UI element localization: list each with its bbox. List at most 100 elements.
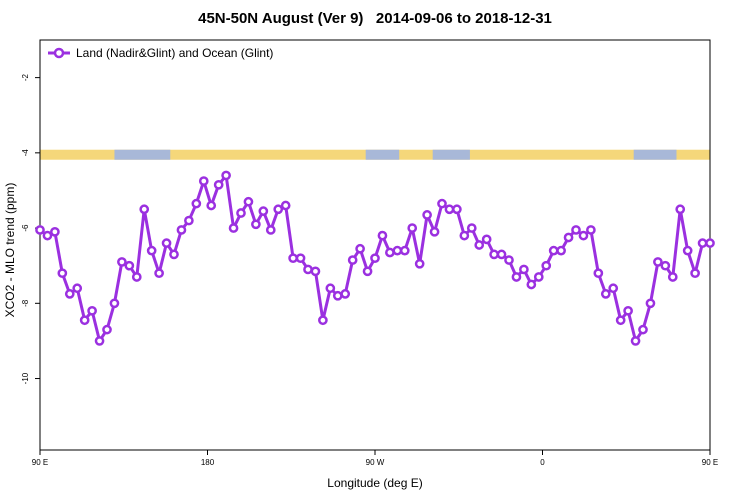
data-point [236,208,246,218]
data-point [57,268,68,279]
data-point [638,324,648,335]
data-point [511,272,522,282]
data-point [87,305,97,316]
data-point [258,206,269,216]
data-point [154,268,164,279]
data-point [102,324,112,335]
data-point [630,336,641,346]
data-point [444,204,455,215]
data-point [682,245,693,256]
data-point [228,223,239,233]
ocean-band-2 [432,149,470,160]
data-point [213,179,224,190]
data-point [526,279,537,290]
data-point [310,266,321,277]
data-point [295,253,306,264]
data-point [414,258,425,269]
data-point [504,255,514,265]
data-point [660,260,671,271]
data-point [385,247,395,258]
data-point [79,315,90,326]
data-point [392,245,403,256]
legend: Land (Nadir&Glint) and Ocean (Glint) [48,46,273,60]
data-point [578,230,589,241]
data-point [459,230,470,241]
ocean-band-0 [114,149,171,160]
data-point [221,170,231,181]
data-point [176,225,187,235]
y-tick-label-4: -10 [21,372,30,384]
data-point [109,298,120,309]
data-point [690,268,700,279]
data-point [667,272,678,282]
data-point [600,289,611,299]
y-tick-label-3: -8 [21,299,30,307]
x-tick-label-4: 90 E [702,458,718,467]
data-point [191,198,202,209]
data-point [72,283,83,294]
data-point [452,204,462,215]
data-point [653,257,663,267]
y-tick-label-0: -2 [21,74,30,82]
series-layer [35,170,715,346]
data-point [184,215,194,226]
data-point [325,283,336,294]
data-point [370,253,380,264]
data-point [362,266,373,277]
data-point [332,290,343,301]
data-point [437,198,447,209]
y-tick-label-2: -6 [21,224,30,232]
data-point [355,243,365,254]
y-tick-label-1: -4 [21,149,30,157]
data-point [94,336,105,346]
chart-title: 45N-50N August (Ver 9) 2014-09-06 to 201… [198,10,552,27]
data-point [608,283,619,294]
x-tick-label-1: 180 [201,458,215,467]
data-point [422,210,432,220]
data-point [407,223,418,233]
data-point [563,232,574,243]
data-point [556,245,566,256]
data-point [705,238,715,248]
data-point [273,204,284,215]
data-point [489,249,499,260]
data-point [533,272,544,282]
data-point [124,260,135,271]
data-point [615,315,626,326]
data-point [466,223,477,233]
x-axis-label: Longitude (deg E) [327,476,423,490]
data-point [377,230,388,241]
data-point [161,238,172,248]
data-point [64,289,75,299]
data-point [697,238,708,248]
data-point [548,245,559,256]
data-point [35,225,45,235]
data-point [645,298,656,309]
legend-marker-swatch [53,47,65,59]
data-point [50,226,60,237]
data-point [288,253,298,264]
land-ocean-strip [40,149,710,160]
data-point [399,245,410,256]
data-point [519,264,529,275]
data-point [146,245,157,256]
data-point [117,257,127,267]
data-point [675,204,686,215]
data-point [303,264,313,275]
data-point [206,200,217,211]
data-point [571,225,581,235]
data-point [131,272,142,282]
legend-label: Land (Nadir&Glint) and Ocean (Glint) [76,46,273,60]
x-tick-label-2: 90 W [366,458,385,467]
data-point [139,204,150,215]
data-point [169,249,179,260]
data-point [251,219,261,230]
data-point [347,255,358,265]
data-point [340,289,351,299]
data-point [265,225,276,235]
data-point [198,176,209,186]
data-point [541,260,552,271]
data-point [481,234,492,245]
